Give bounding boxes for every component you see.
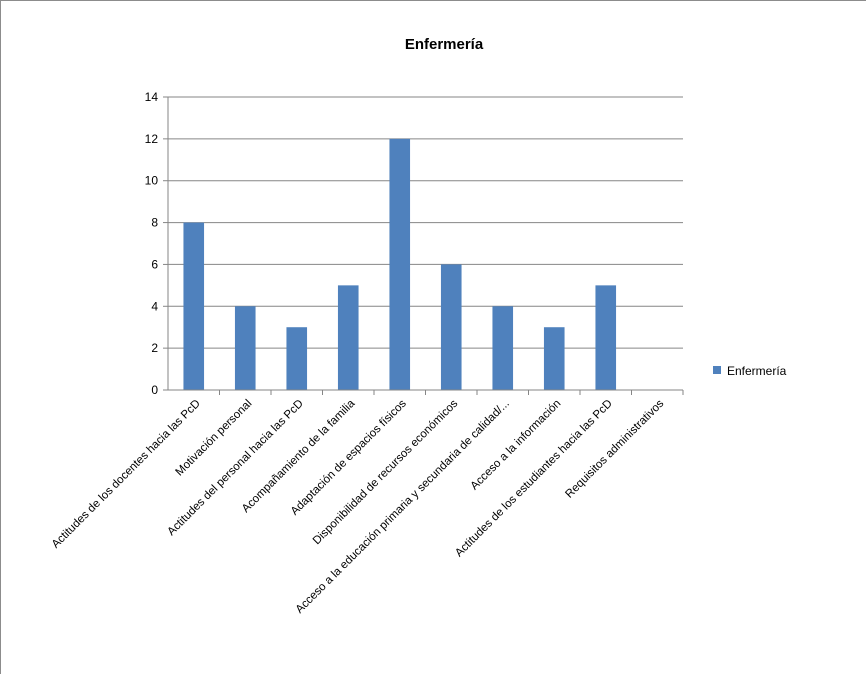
chart-title: Enfermería xyxy=(405,36,484,53)
bar xyxy=(183,222,205,390)
bar xyxy=(440,264,462,390)
bar xyxy=(234,306,256,390)
x-category-label: Acompañamiento de la familia xyxy=(240,397,358,515)
y-tick-label: 14 xyxy=(145,90,159,104)
bar xyxy=(286,327,308,390)
legend: Enfermería xyxy=(713,364,787,378)
bar xyxy=(337,285,359,390)
y-axis: 0 2 4 6 8 10 12 14 xyxy=(145,90,169,397)
y-tick-label: 10 xyxy=(145,174,159,188)
bars xyxy=(183,138,617,390)
bar xyxy=(543,327,565,390)
y-tick-label: 6 xyxy=(151,257,158,271)
y-tick-label: 2 xyxy=(151,341,158,355)
x-axis: Actitudes de los docentes hacia las PcDM… xyxy=(50,389,684,616)
bar xyxy=(492,306,514,390)
legend-swatch xyxy=(713,366,721,374)
x-category-label: Acceso a la información xyxy=(469,398,564,493)
y-tick-label: 12 xyxy=(145,132,159,146)
y-tick-label: 4 xyxy=(151,299,158,313)
x-category-label: Requisitos administrativos xyxy=(563,397,666,500)
y-tick-label: 0 xyxy=(151,383,158,397)
legend-label: Enfermería xyxy=(727,364,787,378)
bar xyxy=(389,138,411,390)
y-tick-label: 8 xyxy=(151,216,158,230)
bar xyxy=(595,285,617,390)
